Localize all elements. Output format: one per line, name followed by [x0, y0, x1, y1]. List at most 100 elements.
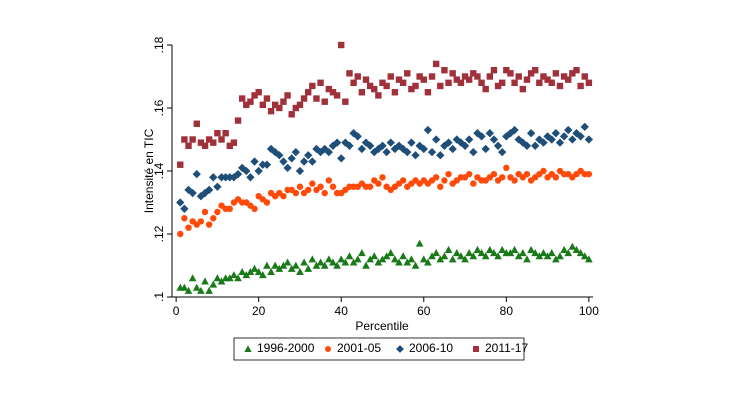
point: [358, 249, 366, 257]
point: [284, 92, 291, 99]
point: [572, 245, 581, 253]
point: [411, 151, 420, 160]
point: [279, 261, 288, 269]
point: [304, 264, 313, 272]
point: [445, 79, 452, 86]
point: [300, 95, 308, 102]
point: [197, 139, 205, 146]
point: [515, 73, 522, 80]
point: [365, 141, 375, 150]
point: [180, 204, 189, 213]
point: [585, 79, 593, 86]
point: [547, 135, 556, 144]
point: [441, 67, 448, 74]
point: [230, 271, 238, 279]
point: [498, 174, 506, 181]
point: [457, 252, 465, 260]
point: [412, 82, 419, 90]
point: [188, 188, 197, 198]
point: [585, 255, 593, 263]
point: [490, 249, 498, 257]
legend-box: [233, 337, 525, 361]
point: [230, 139, 238, 146]
point: [498, 245, 507, 253]
point: [217, 277, 226, 285]
point: [283, 258, 292, 266]
point: [259, 101, 267, 109]
point: [184, 286, 193, 294]
point: [452, 135, 461, 144]
point: [469, 252, 478, 260]
point: [511, 79, 518, 86]
x-axis-title: Percentile: [355, 319, 409, 333]
point: [564, 249, 573, 257]
point: [280, 193, 287, 200]
point: [247, 98, 254, 105]
point: [489, 135, 499, 144]
point: [449, 70, 456, 77]
y-tick-label: .16: [152, 99, 166, 116]
point: [180, 283, 189, 291]
point: [295, 166, 305, 176]
point: [233, 169, 243, 179]
point: [395, 76, 403, 83]
point: [251, 92, 258, 99]
point: [382, 252, 391, 260]
point: [581, 73, 588, 80]
point: [584, 135, 594, 144]
point: [246, 173, 255, 182]
point: [465, 76, 473, 83]
point: [556, 252, 564, 260]
point: [349, 258, 358, 266]
point: [420, 76, 427, 83]
point: [403, 258, 412, 266]
point: [177, 161, 184, 168]
point: [539, 138, 548, 147]
point: [441, 177, 448, 184]
x-tick-label: 0: [173, 304, 180, 318]
point: [177, 230, 184, 238]
point: [244, 345, 252, 352]
point: [238, 95, 246, 102]
point: [246, 267, 255, 275]
point: [193, 120, 200, 127]
point: [279, 157, 288, 166]
point: [275, 264, 284, 272]
point: [544, 76, 551, 83]
point: [275, 151, 284, 160]
point: [432, 249, 440, 257]
legend-label: 2011-17: [485, 341, 528, 355]
point: [185, 224, 192, 231]
point: [292, 104, 300, 112]
point: [287, 154, 296, 163]
point: [457, 79, 465, 86]
point: [337, 154, 346, 163]
point: [329, 89, 337, 96]
point: [255, 89, 262, 96]
point: [453, 76, 460, 83]
point: [436, 151, 445, 160]
point: [209, 280, 218, 288]
point: [465, 170, 473, 178]
point: [560, 245, 568, 253]
point: [378, 141, 387, 150]
point: [448, 255, 457, 263]
point: [379, 174, 386, 181]
point: [437, 82, 444, 90]
point: [465, 135, 474, 144]
point: [197, 218, 205, 225]
point: [444, 138, 453, 147]
point: [576, 249, 585, 257]
point: [424, 89, 432, 96]
point: [481, 144, 490, 154]
point: [518, 249, 527, 257]
point: [576, 132, 585, 141]
point: [477, 249, 486, 257]
point: [568, 135, 577, 144]
point: [291, 261, 300, 269]
point: [210, 139, 217, 146]
point: [469, 147, 478, 157]
point: [267, 267, 275, 275]
point: [262, 160, 272, 169]
point: [362, 261, 370, 269]
